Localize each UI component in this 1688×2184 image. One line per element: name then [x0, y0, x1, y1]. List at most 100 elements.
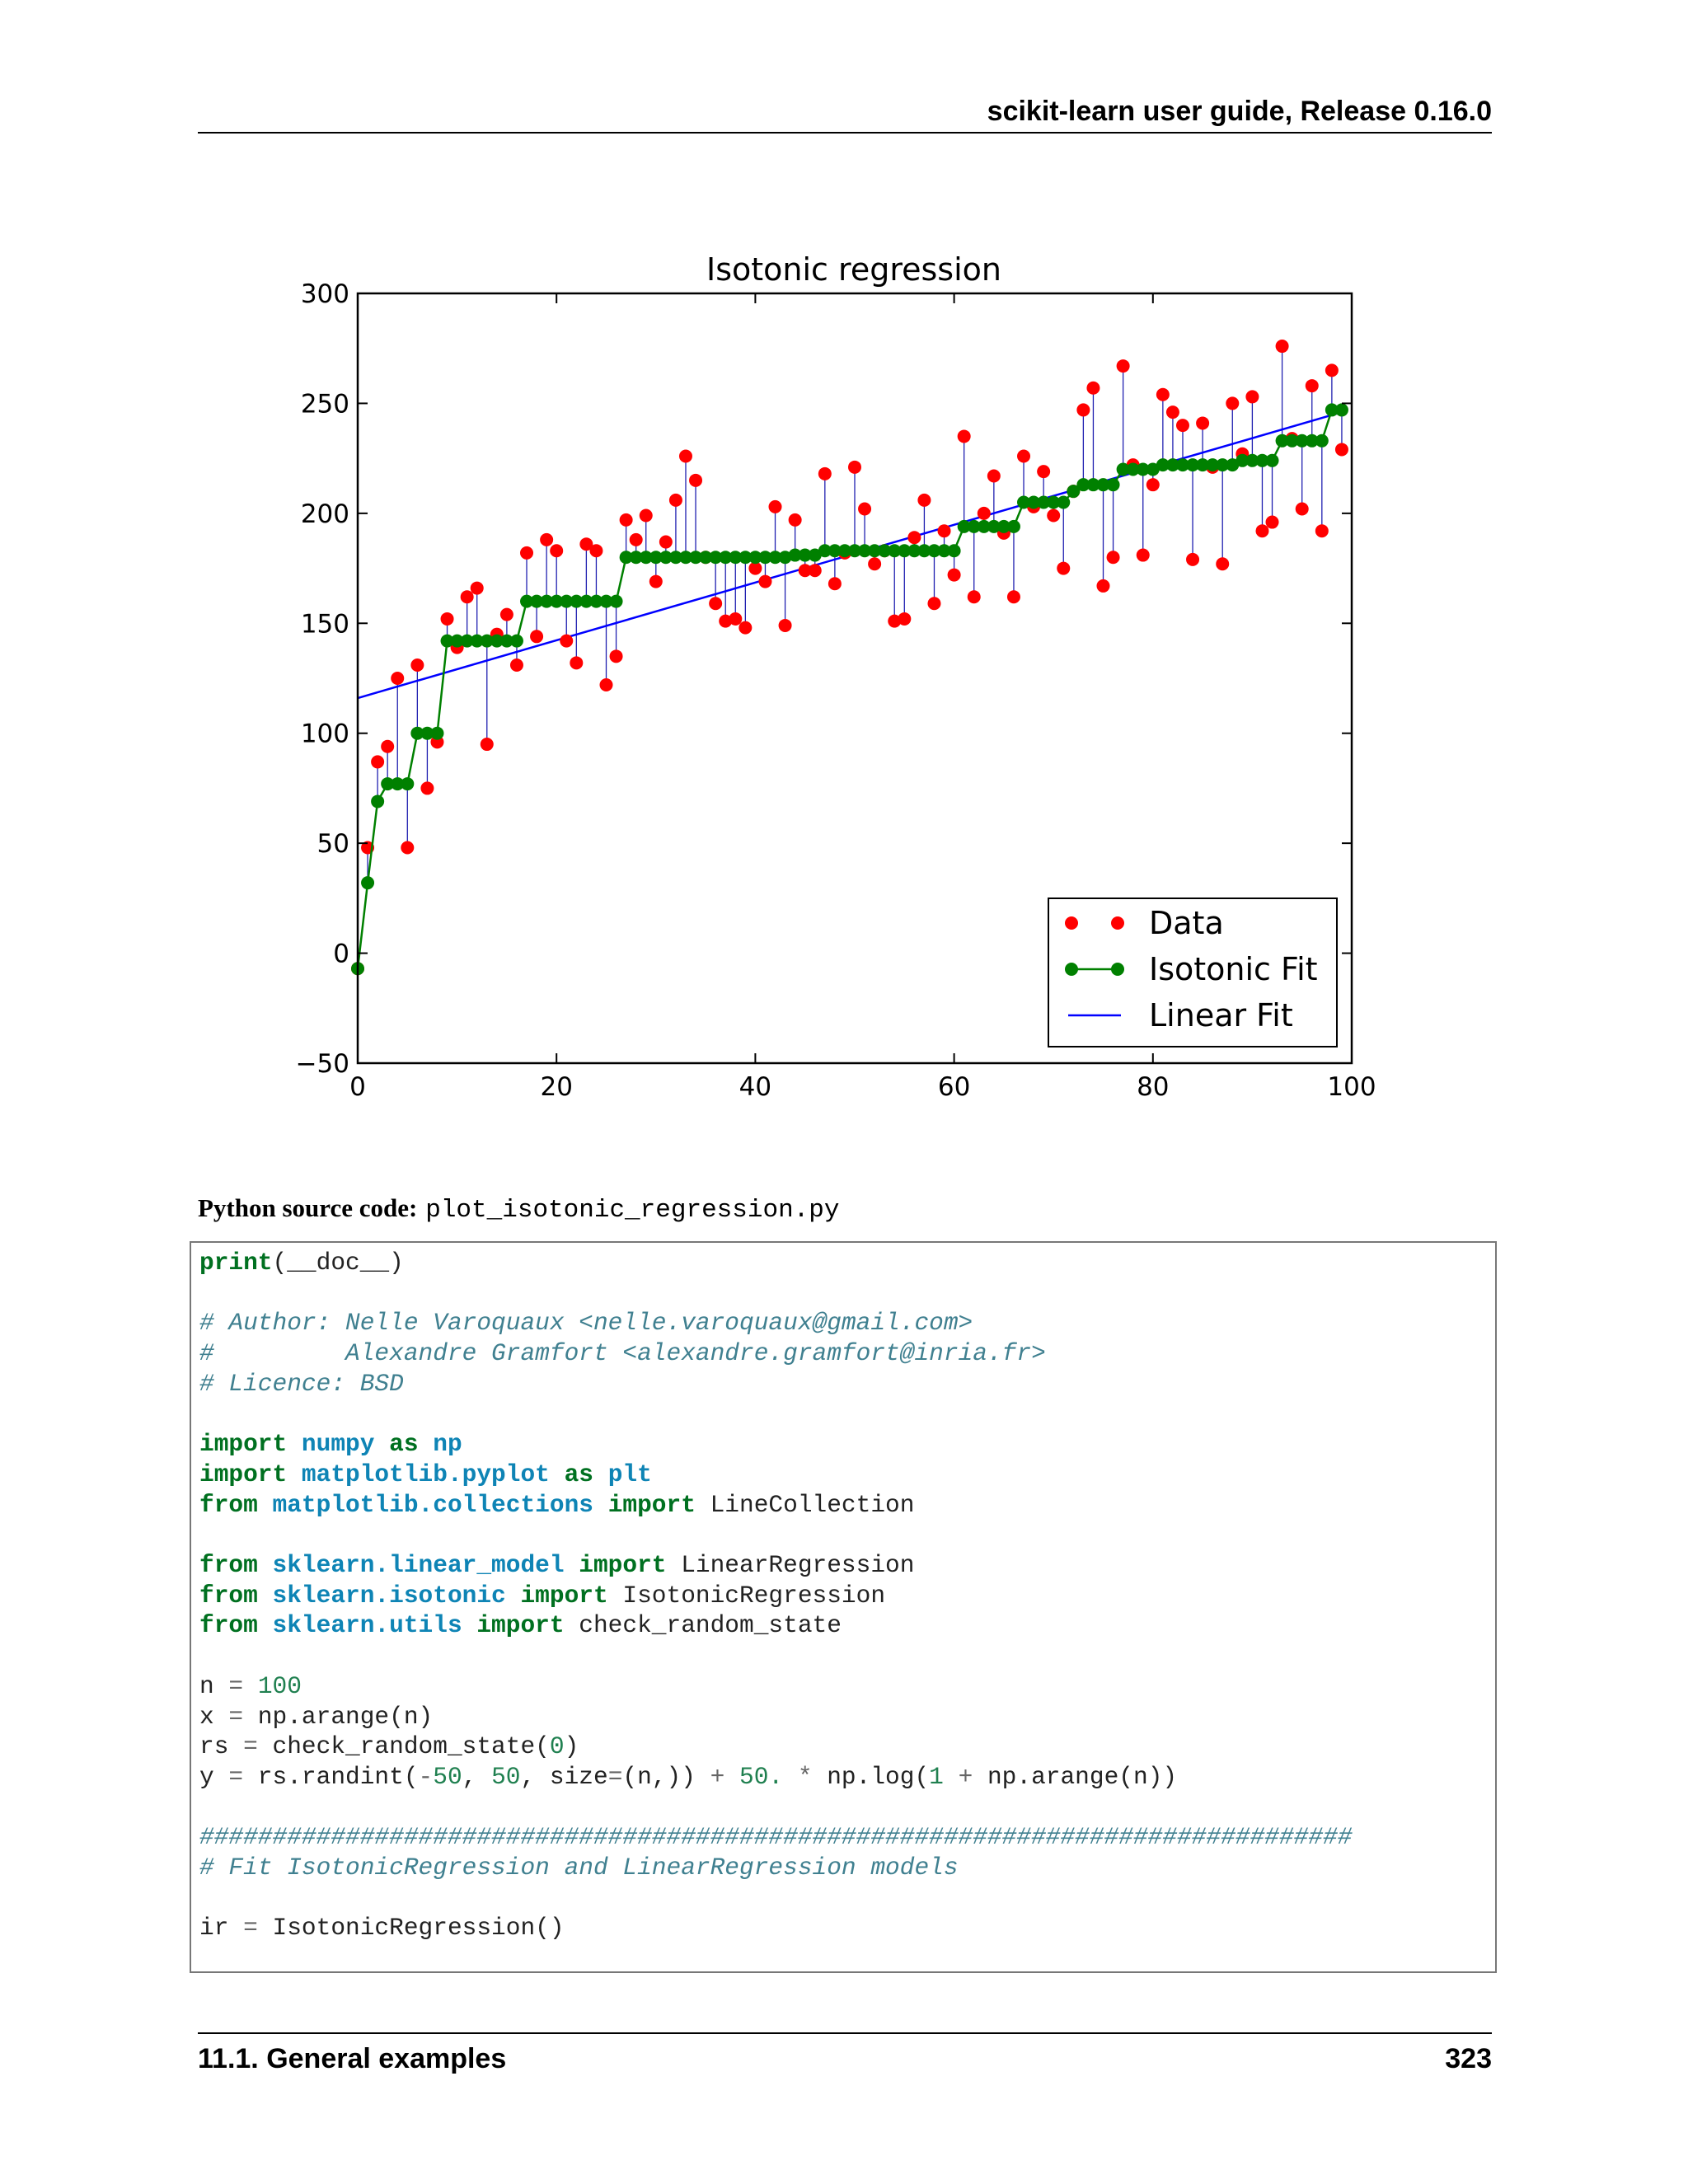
code-block: print(__doc__) # Author: Nelle Varoquaux… [190, 1241, 1497, 1973]
running-footer: 11.1. General examples 323 [198, 2032, 1492, 2083]
legend-isotonic-marker [1111, 963, 1124, 976]
isotonic-fit-point [550, 594, 564, 608]
legend-data-marker [1065, 916, 1078, 930]
isotonic-fit-point [1116, 462, 1130, 476]
isotonic-fit-point [1096, 478, 1110, 492]
data-point [1325, 363, 1339, 377]
data-point [530, 630, 544, 644]
isotonic-fit-point [381, 777, 395, 791]
plot-frame [356, 292, 1353, 1065]
isotonic-fit-point [917, 544, 931, 558]
data-point [1096, 579, 1110, 593]
data-point [1226, 396, 1240, 410]
isotonic-fit-point [1057, 495, 1071, 509]
isotonic-fit-point [401, 777, 415, 791]
isotonic-fit-point [987, 519, 1001, 533]
isotonic-fit-point [858, 544, 872, 558]
isotonic-fit-point [609, 594, 623, 608]
footer-section: 11.1. General examples [198, 2043, 507, 2074]
isotonic-fit-point [1245, 453, 1259, 467]
data-point [589, 544, 603, 558]
data-point [947, 568, 961, 582]
x-tick-label: 80 [1137, 1072, 1169, 1102]
data-point [1245, 390, 1259, 404]
isotonic-fit-point [490, 634, 504, 648]
isotonic-fit-point [420, 726, 434, 740]
isotonic-fit-point [868, 544, 882, 558]
isotonic-fit-point [470, 634, 484, 648]
data-point [570, 656, 584, 670]
legend-label: Data [1149, 905, 1224, 941]
isotonic-fit-point [391, 777, 405, 791]
isotonic-fit-point [689, 551, 703, 565]
isotonic-fit-point [589, 594, 603, 608]
data-point [689, 473, 703, 487]
source-code-label: Python source code: plot_isotonic_regres… [198, 1190, 840, 1229]
data-point [1196, 416, 1210, 430]
data-point [1136, 548, 1150, 562]
isotonic-fit-point [480, 634, 494, 648]
data-point [848, 460, 861, 474]
running-header: scikit-learn user guide, Release 0.16.0 [198, 92, 1492, 134]
source-label-text: Python source code: [198, 1193, 418, 1222]
data-point [659, 535, 673, 549]
isotonic-fit-point [540, 594, 554, 608]
data-point [599, 678, 613, 692]
legend-data-marker [1111, 916, 1124, 930]
data-point [1047, 509, 1061, 523]
data-point [917, 493, 931, 507]
isotonic-fit-point [709, 551, 723, 565]
data-point [520, 546, 534, 560]
data-point [678, 449, 692, 463]
legend-label: Linear Fit [1149, 997, 1293, 1033]
isotonic-fit-point [410, 726, 424, 740]
data-point [719, 614, 733, 628]
data-point [668, 493, 682, 507]
isotonic-fit-point [1255, 453, 1269, 467]
data-point [1295, 502, 1309, 516]
isotonic-fit-point [1165, 458, 1179, 472]
isotonic-fit-point [570, 594, 584, 608]
isotonic-fit-point [967, 519, 981, 533]
isotonic-fit-line [356, 409, 1342, 969]
isotonic-fit-point [768, 551, 782, 565]
isotonic-fit-point [1305, 434, 1319, 448]
isotonic-fit-point [927, 544, 941, 558]
isotonic-fit-point [818, 544, 832, 558]
isotonic-fit-point [758, 551, 772, 565]
isotonic-fit-point [560, 594, 574, 608]
python-code: print(__doc__) # Author: Nelle Varoquaux… [199, 1249, 1353, 1943]
source-file-link[interactable]: plot_isotonic_regression.py [425, 1196, 840, 1225]
data-point [499, 607, 513, 621]
isotonic-fit-point [619, 551, 633, 565]
isotonic-fit-point [1175, 458, 1189, 472]
isotonic-regression-chart: Isotonic regression 0 20 40 60 80 100−5005010… [296, 251, 1376, 1102]
header-title: scikit-learn user guide, Release 0.16.0 [987, 96, 1492, 127]
isotonic-fit-point [371, 794, 385, 808]
isotonic-fit-point [828, 544, 842, 558]
data-point [1037, 465, 1051, 479]
data-point [540, 532, 554, 546]
isotonic-fit-point [1067, 485, 1081, 499]
isotonic-fit-point [1076, 478, 1090, 492]
data-point [629, 532, 643, 546]
isotonic-fit-point [738, 551, 753, 565]
isotonic-fit-point [837, 544, 851, 558]
isotonic-fit-point [1086, 478, 1100, 492]
isotonic-fit-point [977, 519, 991, 533]
data-point [709, 597, 723, 611]
isotonic-fit-point [788, 548, 802, 562]
data-point [560, 634, 574, 648]
isotonic-fit-point [430, 726, 444, 740]
isotonic-fit-point [1146, 462, 1160, 476]
isotonic-fit-point [1236, 453, 1250, 467]
data-point [381, 739, 395, 753]
data-point [460, 590, 474, 604]
data-point [470, 581, 484, 595]
data-point [1216, 557, 1230, 571]
data-point [550, 544, 564, 558]
x-tick-label: 60 [938, 1072, 970, 1102]
isotonic-fit-point [729, 551, 743, 565]
data-point [639, 509, 653, 523]
isotonic-fit-point [937, 544, 951, 558]
